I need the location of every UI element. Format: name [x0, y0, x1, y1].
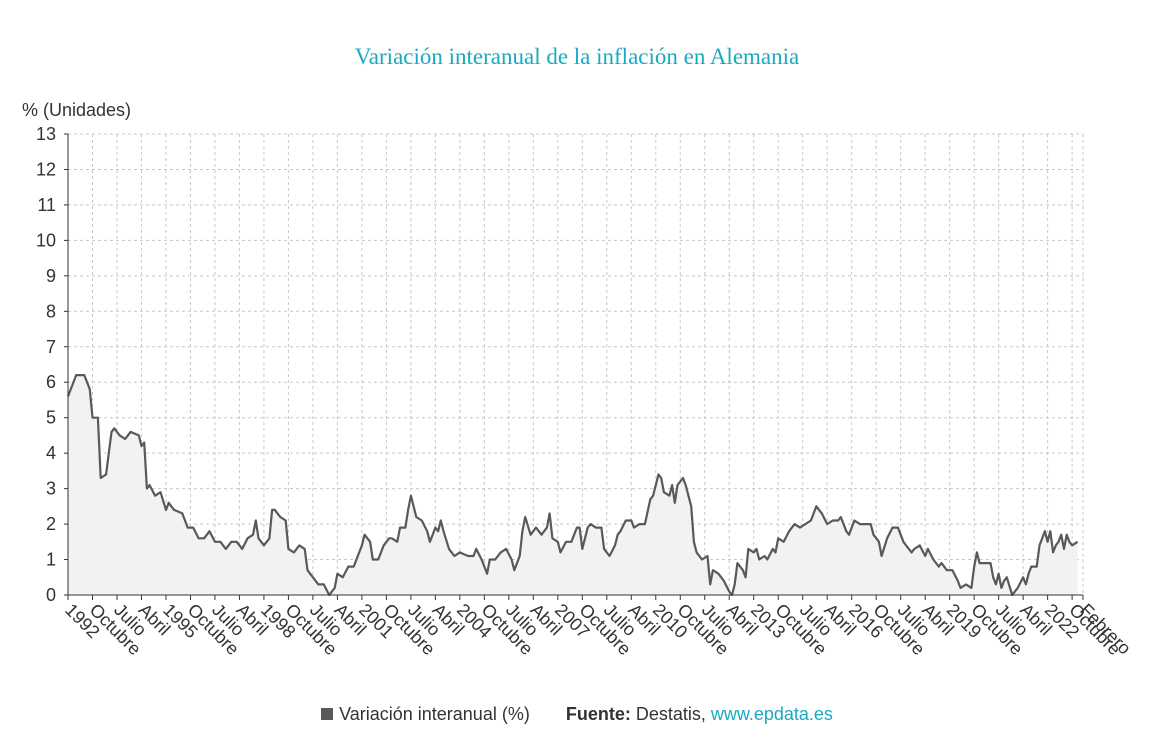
series-line: [66, 374, 1079, 597]
chart-title: Variación interanual de la inflación en …: [354, 44, 800, 69]
series-area: [68, 375, 1078, 595]
y-tick-label: 3: [46, 479, 56, 499]
y-tick-label: 10: [36, 230, 56, 250]
y-tick-label: 5: [46, 408, 56, 428]
legend-label: Variación interanual (%): [339, 704, 530, 724]
source-link[interactable]: www.epdata.es: [710, 704, 833, 724]
y-tick-label: 12: [36, 159, 56, 179]
x-tick-labels: 1992OctubreJulioAbril1995OctubreJulioAbr…: [61, 595, 1135, 659]
y-tick-label: 2: [46, 514, 56, 534]
y-tick-label: 0: [46, 585, 56, 605]
y-tick-label: 9: [46, 266, 56, 286]
y-tick-label: 7: [46, 337, 56, 357]
y-tick-label: 11: [37, 195, 56, 215]
y-tick-label: 13: [36, 124, 56, 144]
y-axis-label: % (Unidades): [22, 100, 131, 120]
y-tick-label: 8: [46, 301, 56, 321]
grid: [68, 133, 1084, 595]
legend-swatch: [321, 708, 334, 720]
source-text: Destatis,: [630, 704, 711, 724]
legend: Variación interanual (%) Fuente: Destatis…: [0, 704, 1154, 725]
y-tick-label: 6: [46, 372, 56, 392]
source-label: Fuente:: [565, 704, 631, 724]
y-tick-label: 4: [46, 443, 56, 463]
y-tick-label: 1: [46, 550, 56, 570]
